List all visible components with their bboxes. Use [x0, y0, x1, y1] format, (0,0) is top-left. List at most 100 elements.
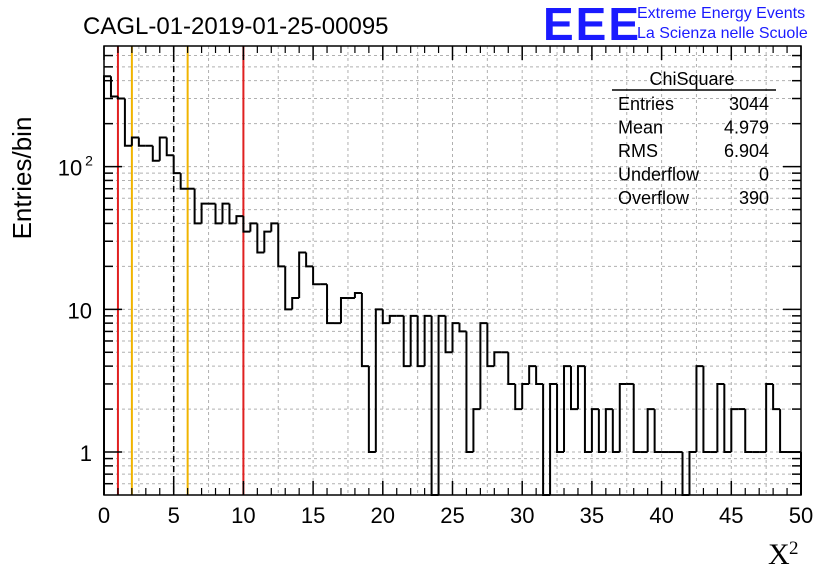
histogram-bin [535, 366, 544, 385]
histogram-bin [221, 202, 230, 224]
histogram-bin [472, 408, 481, 453]
stats-row-label: Mean [618, 118, 663, 138]
stats-row-label: Overflow [618, 188, 690, 208]
stats-row-label: RMS [618, 141, 658, 161]
y-tick-label: 1 [80, 441, 92, 466]
histogram-bin [695, 365, 704, 453]
histogram-bin [493, 351, 502, 367]
histogram-bin [611, 409, 620, 454]
x-tick-label: 10 [231, 503, 255, 528]
histogram-bin [723, 383, 732, 454]
histogram-bin [444, 315, 453, 354]
histogram-bin [765, 382, 774, 453]
histogram-bin [256, 223, 265, 254]
y-tick-label: 10 [68, 298, 92, 323]
histogram-bin [381, 309, 390, 325]
histogram-bin [653, 409, 662, 454]
histogram-bin [402, 315, 411, 368]
stats-row-value: 390 [739, 188, 769, 208]
histogram-bin [416, 315, 425, 368]
chart-title: CAGL-01-2019-01-25-00095 [83, 13, 389, 40]
x-tick-label: 30 [510, 503, 534, 528]
histogram-bin [451, 322, 460, 353]
histogram-bin [200, 202, 209, 224]
histogram-bin [632, 383, 641, 454]
histogram-bin [528, 365, 537, 384]
stats-row-value: 3044 [729, 94, 769, 114]
histogram-bin [214, 203, 223, 225]
histogram-bin [514, 383, 523, 411]
histogram-bin [103, 75, 111, 495]
histogram-bin [172, 155, 181, 175]
histogram-bin [597, 409, 606, 454]
histogram-bin [618, 382, 627, 453]
histogram-bin [744, 409, 753, 454]
histogram-bin [263, 230, 272, 253]
y-axis-label: Entries/bin [7, 117, 37, 240]
histogram-bin [430, 315, 439, 496]
histogram-bin [556, 383, 565, 454]
histogram-bin [563, 365, 571, 453]
x-axis-label-text: X [768, 538, 790, 571]
x-tick-label: 40 [649, 503, 673, 528]
histogram-bin [228, 203, 237, 225]
histogram-bin [702, 366, 711, 454]
histogram-bin [353, 292, 362, 299]
histogram-bin [130, 136, 139, 146]
x-tick-label: 50 [789, 503, 813, 528]
histogram-bin [284, 266, 293, 311]
stats-row-label: Entries [618, 94, 674, 114]
histogram-bin [326, 284, 335, 325]
histogram-bin [730, 408, 739, 453]
logo-line-2: La Scienza nelle Scuole [637, 25, 808, 42]
eee-logo-text: EEE [543, 0, 641, 50]
histogram-bin [374, 308, 383, 453]
histogram-bin [360, 293, 369, 368]
x-tick-label: 20 [371, 503, 395, 528]
histogram-bin [367, 366, 376, 454]
x-tick-label: 35 [580, 503, 604, 528]
histogram-bin [576, 365, 585, 410]
histogram-bin [423, 314, 432, 367]
stats-rows: Entries 3044 Mean 4.979 RMS 6.904 Underflow 0 Ov… [618, 94, 769, 208]
stats-row-label: Underflow [618, 165, 700, 185]
histogram-bin [242, 216, 251, 233]
histogram-bin [305, 252, 314, 268]
histogram-bin [151, 145, 160, 162]
histogram-bin [339, 297, 348, 324]
histogram-bin [646, 408, 655, 453]
histogram-bin [109, 76, 118, 98]
logo-line-1: Extreme Energy Events [637, 5, 805, 22]
stats-row-value: 0 [759, 165, 769, 185]
histogram-bin [542, 383, 551, 496]
histogram-bin [549, 382, 558, 495]
histogram-bin [179, 173, 188, 190]
histogram-bin [688, 451, 697, 495]
stats-row-value: 6.904 [724, 141, 769, 161]
histogram-bin [779, 409, 788, 454]
histogram-bin [583, 366, 592, 454]
histogram-bin [312, 266, 321, 286]
histogram-bin [437, 314, 446, 495]
histogram-bin [521, 382, 530, 410]
histogram-bin [123, 98, 132, 147]
histogram-bin [235, 215, 244, 224]
histogram-bin [158, 136, 167, 161]
eee-logo: EEE Extreme Energy Events La Scienza nel… [543, 0, 808, 50]
y-tick-label: 10 [58, 156, 82, 181]
stats-box-name: ChiSquare [649, 69, 734, 89]
histogram-bin [604, 408, 613, 453]
histogram-bin [249, 222, 258, 232]
y-tick-label-exponent: 2 [85, 153, 93, 169]
stats-row-value: 4.979 [724, 118, 769, 138]
histogram-bin [193, 188, 202, 225]
histogram-bin [458, 323, 467, 333]
reference-lines [116, 46, 245, 495]
x-axis-label: X 2 [768, 538, 799, 571]
stats-box: ChiSquare Entries 3044 Mean 4.979 RMS 6.904 Un… [612, 69, 776, 208]
x-tick-label: 15 [301, 503, 325, 528]
x-axis-label-superscript: 2 [789, 538, 799, 559]
histogram-bin [165, 137, 174, 157]
histogram-bin [486, 323, 495, 368]
